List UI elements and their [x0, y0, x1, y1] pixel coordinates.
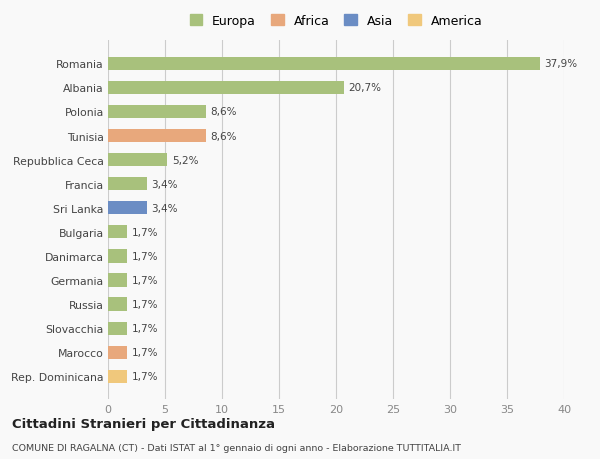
Text: 3,4%: 3,4% — [151, 203, 178, 213]
Text: COMUNE DI RAGALNA (CT) - Dati ISTAT al 1° gennaio di ogni anno - Elaborazione TU: COMUNE DI RAGALNA (CT) - Dati ISTAT al 1… — [12, 443, 461, 452]
Text: 37,9%: 37,9% — [545, 59, 578, 69]
Text: 1,7%: 1,7% — [132, 347, 158, 358]
Text: 20,7%: 20,7% — [349, 83, 382, 93]
Text: 5,2%: 5,2% — [172, 155, 199, 165]
Bar — [108, 202, 147, 215]
Bar — [108, 226, 127, 239]
Bar — [108, 129, 206, 143]
Bar — [108, 370, 127, 383]
Text: 1,7%: 1,7% — [132, 324, 158, 333]
Text: 8,6%: 8,6% — [211, 107, 237, 117]
Text: 1,7%: 1,7% — [132, 275, 158, 285]
Text: 1,7%: 1,7% — [132, 227, 158, 237]
Text: 1,7%: 1,7% — [132, 371, 158, 381]
Bar — [108, 57, 540, 71]
Bar — [108, 250, 127, 263]
Bar — [108, 274, 127, 287]
Legend: Europa, Africa, Asia, America: Europa, Africa, Asia, America — [186, 11, 486, 32]
Bar — [108, 106, 206, 119]
Text: 1,7%: 1,7% — [132, 252, 158, 261]
Bar — [108, 154, 167, 167]
Bar — [108, 322, 127, 335]
Text: 1,7%: 1,7% — [132, 299, 158, 309]
Bar — [108, 346, 127, 359]
Bar — [108, 82, 344, 95]
Text: Cittadini Stranieri per Cittadinanza: Cittadini Stranieri per Cittadinanza — [12, 417, 275, 430]
Text: 8,6%: 8,6% — [211, 131, 237, 141]
Bar — [108, 298, 127, 311]
Text: 3,4%: 3,4% — [151, 179, 178, 189]
Bar — [108, 178, 147, 191]
